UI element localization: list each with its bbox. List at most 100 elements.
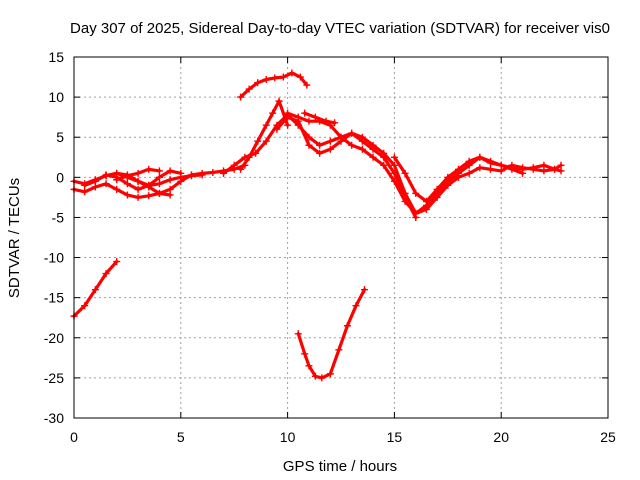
x-tick-labels: 0 5 10 15 20 25 — [70, 429, 616, 445]
y-tick-label: -30 — [44, 410, 64, 426]
data-point — [465, 157, 473, 165]
series-trace — [296, 288, 367, 380]
data-point — [271, 74, 279, 82]
data-point — [245, 153, 253, 161]
data-point — [262, 75, 270, 83]
data-point — [198, 171, 206, 179]
data-point — [145, 183, 153, 191]
y-tick-label: 10 — [48, 89, 64, 105]
data-point — [497, 161, 505, 169]
data-point — [412, 209, 420, 217]
data-point — [113, 185, 121, 193]
data-point — [209, 169, 217, 177]
data-point — [113, 169, 121, 177]
data-point — [358, 145, 366, 153]
data-point — [262, 137, 270, 145]
data-point — [262, 121, 270, 129]
data-point — [358, 137, 366, 145]
data-point — [294, 113, 302, 121]
y-tick-labels: -30 -25 -20 -15 -10 -5 0 5 10 15 — [44, 49, 64, 426]
data-point — [303, 81, 311, 89]
x-tick-label: 0 — [70, 429, 78, 445]
x-tick-label: 5 — [177, 429, 185, 445]
y-tick-label: -20 — [44, 330, 64, 346]
axis-ticks — [73, 56, 609, 419]
data-point — [305, 362, 313, 370]
data-point — [81, 181, 89, 189]
data-point — [284, 121, 292, 129]
data-point — [123, 191, 131, 199]
series-track-12 — [237, 69, 311, 101]
data-point — [91, 286, 99, 294]
series-trace — [83, 169, 183, 191]
data-point — [508, 165, 516, 173]
series-track-5 — [113, 165, 163, 184]
data-point — [390, 161, 398, 169]
data-point — [155, 167, 163, 175]
data-point — [318, 374, 326, 382]
data-point — [401, 197, 409, 205]
series-trace — [275, 115, 418, 219]
data-point — [273, 125, 281, 133]
data-point — [220, 169, 228, 177]
data-point — [444, 173, 452, 181]
data-point — [390, 169, 398, 177]
data-point — [322, 117, 330, 125]
data-point — [294, 330, 302, 338]
plot-frame — [73, 56, 609, 419]
x-tick-label: 25 — [600, 429, 616, 445]
data-point — [390, 177, 398, 185]
y-axis-label: SDTVAR / TECUs — [6, 178, 23, 298]
data-point — [380, 161, 388, 169]
data-point — [326, 137, 334, 145]
data-point — [275, 97, 283, 105]
data-point — [487, 157, 495, 165]
data-point — [254, 79, 262, 87]
data-point — [155, 180, 163, 188]
data-point — [245, 85, 253, 93]
data-point — [348, 141, 356, 149]
x-tick-label: 10 — [280, 429, 296, 445]
data-point — [557, 161, 565, 169]
y-tick-label: -15 — [44, 290, 64, 306]
data-point — [155, 189, 163, 197]
data-point — [166, 191, 174, 199]
data-point — [134, 193, 142, 201]
data-point — [540, 161, 548, 169]
data-point — [433, 185, 441, 193]
data-point — [102, 180, 110, 188]
data-point — [91, 177, 99, 185]
data-point — [326, 145, 334, 153]
data-point — [177, 169, 185, 177]
data-point — [288, 69, 296, 77]
data-point — [134, 169, 142, 177]
data-point — [269, 109, 277, 117]
y-tick-label: -25 — [44, 370, 64, 386]
data-point — [316, 141, 324, 149]
data-point — [305, 141, 313, 149]
data-point — [123, 172, 131, 180]
data-point — [337, 133, 345, 141]
data-point — [380, 153, 388, 161]
series-track-13 — [294, 286, 368, 382]
data-point — [252, 149, 260, 157]
data-point — [301, 109, 309, 117]
data-point — [529, 164, 537, 172]
data-point — [311, 113, 319, 121]
x-tick-label: 15 — [387, 429, 403, 445]
data-point — [301, 350, 309, 358]
data-point — [422, 197, 430, 205]
data-point — [369, 153, 377, 161]
data-point — [284, 109, 292, 117]
data-point — [476, 153, 484, 161]
data-point — [348, 129, 356, 137]
y-tick-label: 15 — [48, 49, 64, 65]
data-point — [145, 192, 153, 200]
data-point — [311, 372, 319, 380]
y-tick-label: -5 — [52, 209, 65, 225]
data-point — [166, 176, 174, 184]
data-point — [81, 302, 89, 310]
data-point — [134, 177, 142, 185]
